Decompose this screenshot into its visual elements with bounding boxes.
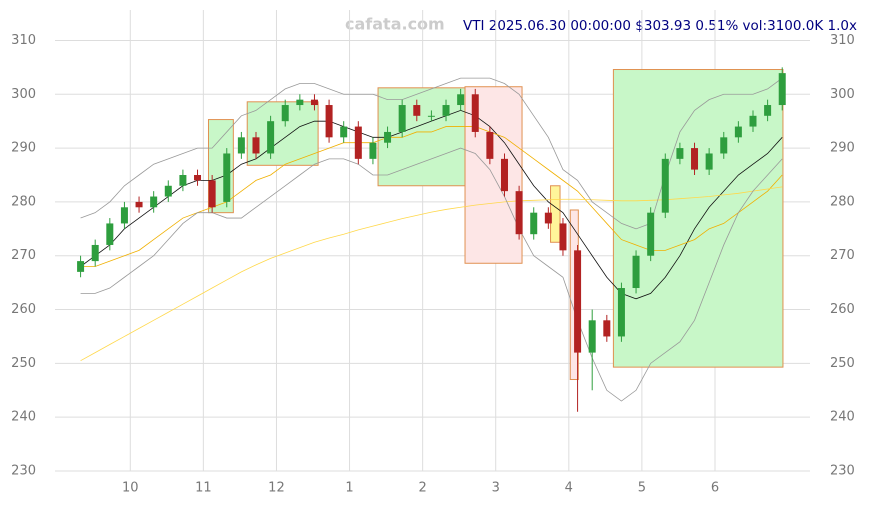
y-tick-label: 240 (11, 410, 36, 425)
candle-body (691, 148, 699, 170)
candle-body (179, 175, 187, 186)
candle-body (384, 131, 392, 143)
candle-body (91, 244, 99, 262)
candle-body (544, 212, 552, 224)
candle-body (267, 121, 275, 154)
candle-body (617, 288, 625, 337)
y-tick-label-right: 250 (830, 356, 855, 371)
candle-body (749, 115, 757, 127)
candle-body (281, 105, 289, 122)
zone (377, 87, 466, 187)
y-tick-label: 270 (11, 248, 36, 263)
candle-body (705, 153, 713, 170)
candle-body (369, 142, 377, 159)
watermark: cafata.com (345, 15, 445, 34)
candle-body (237, 137, 245, 154)
candle-body (442, 105, 450, 116)
candle-body (515, 191, 523, 235)
candle-body (647, 212, 655, 256)
zone (550, 185, 561, 243)
x-tick-label: 10 (122, 481, 139, 496)
candle-body (530, 212, 538, 235)
y-tick-label: 290 (11, 141, 36, 156)
candle-body (310, 99, 318, 106)
candle-body (106, 223, 114, 245)
candle-body (150, 196, 158, 208)
y-tick-label-right: 240 (830, 410, 855, 425)
y-tick-label-right: 260 (830, 302, 855, 317)
candle-body (223, 153, 231, 202)
candle-body (427, 115, 435, 117)
candle-body (457, 94, 465, 106)
y-tick-label-right: 230 (830, 464, 855, 479)
candle-body (676, 148, 684, 159)
candle-body (661, 158, 669, 213)
candle-body (588, 320, 596, 353)
x-tick-label: 1 (345, 481, 353, 496)
y-tick-label-right: 270 (830, 248, 855, 263)
zone (612, 69, 784, 368)
candle-body (340, 126, 348, 138)
x-tick-label: 2 (418, 481, 426, 496)
candle-body (77, 261, 85, 272)
candle-body (764, 105, 772, 116)
y-tick-label: 310 (11, 33, 36, 48)
y-tick-label-right: 300 (830, 87, 855, 102)
x-tick-label: 4 (565, 481, 573, 496)
candle-body (574, 250, 582, 353)
y-tick-label: 250 (11, 356, 36, 371)
indicator-line (80, 147, 783, 402)
candle-body (486, 131, 494, 159)
candle-body (603, 320, 611, 337)
y-tick-label-right: 310 (830, 33, 855, 48)
candle-body (500, 158, 508, 192)
x-tick-label: 5 (638, 481, 646, 496)
candle-body (325, 105, 333, 138)
candle-body (208, 180, 216, 208)
y-tick-label: 260 (11, 302, 36, 317)
x-tick-label: 12 (268, 481, 285, 496)
x-tick-label: 6 (711, 481, 719, 496)
candle-body (778, 73, 786, 106)
candle-body (413, 105, 421, 116)
candle-body (559, 223, 567, 251)
y-tick-label: 300 (11, 87, 36, 102)
candle-body (632, 255, 640, 289)
candle-body (194, 175, 202, 181)
y-tick-label: 280 (11, 194, 36, 209)
candle-body (135, 201, 143, 208)
candle-body (120, 207, 128, 224)
candle-body (164, 185, 172, 197)
x-tick-label: 3 (492, 481, 500, 496)
candle-body (296, 99, 304, 106)
header: VTI 2025.06.30 00:00:00 $303.93 0.51% vo… (463, 18, 857, 34)
candle-body (398, 105, 406, 132)
y-tick-label-right: 280 (830, 194, 855, 209)
y-tick-label: 230 (11, 464, 36, 479)
candle-body (471, 94, 479, 132)
candle-body (734, 126, 742, 138)
candle-body (720, 137, 728, 154)
candle-body (252, 137, 260, 154)
candle-body (354, 126, 362, 159)
x-tick-label: 11 (195, 481, 212, 496)
y-tick-label-right: 290 (830, 141, 855, 156)
